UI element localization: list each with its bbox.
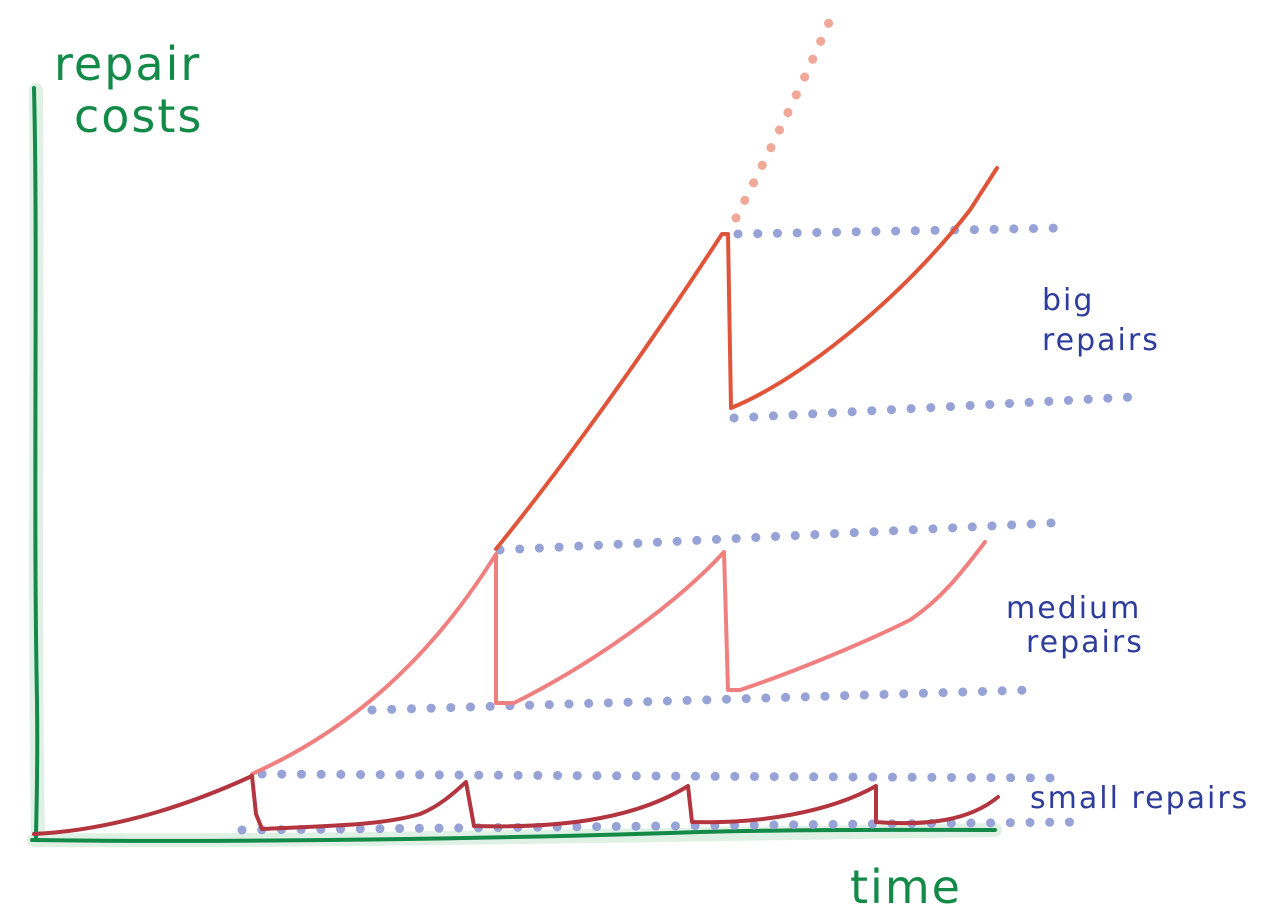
extrapolation-dotted (731, 15, 835, 223)
big-band-bottom (729, 392, 1137, 423)
small-band-bottom (237, 817, 1083, 835)
medium-repairs-curve (250, 540, 987, 776)
x-axis (30, 827, 997, 843)
y-axis (32, 86, 40, 842)
small-repairs-label: small repairs (1030, 781, 1249, 816)
axes (30, 86, 997, 843)
big-repairs-label-line2: repairs (1042, 323, 1160, 358)
big-repairs-curve (494, 166, 999, 551)
axis-glow (27, 83, 1002, 848)
medium-band-bottom (367, 685, 1035, 715)
x-axis-label: time (850, 860, 962, 914)
y-axis-label-line2: costs (74, 89, 203, 143)
medium-repairs-label-line1: medium (1006, 591, 1141, 626)
big-band-top (733, 223, 1065, 239)
medium-band-top (495, 518, 1057, 555)
small-repairs-curve (32, 774, 1000, 836)
dotted-bands (237, 223, 1137, 835)
medium-repairs-label-line2: repairs (1026, 625, 1144, 660)
y-axis-label-line1: repair (54, 37, 201, 91)
small-band-top (257, 769, 1065, 783)
big-repairs-label-line1: big (1042, 283, 1094, 318)
